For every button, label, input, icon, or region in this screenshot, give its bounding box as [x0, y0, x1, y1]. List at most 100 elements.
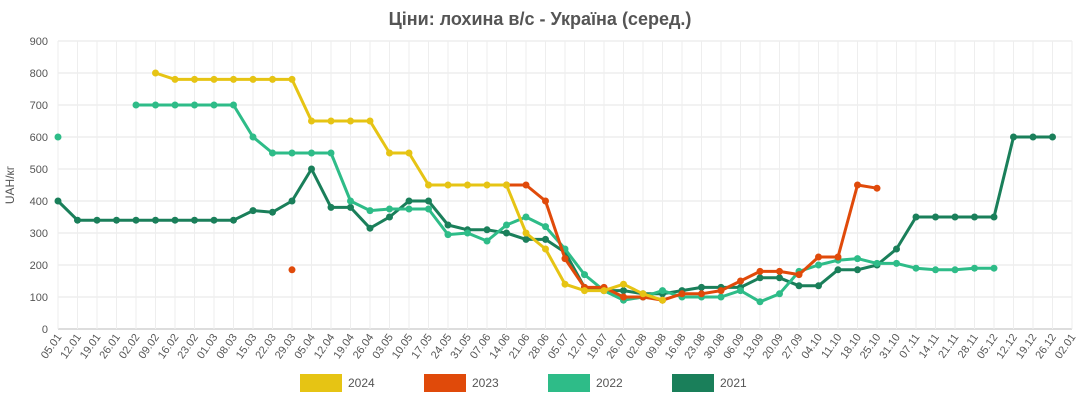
data-point-2024 [171, 75, 179, 83]
data-point-2022 [737, 287, 744, 295]
data-point-2021 [1010, 133, 1017, 141]
data-point-2024 [288, 75, 296, 83]
data-point-2022 [425, 205, 432, 213]
data-point-2022 [522, 213, 530, 221]
data-point-2021 [483, 226, 491, 234]
data-point-2022 [873, 259, 881, 267]
series-layer [54, 69, 1056, 306]
data-point-2021 [893, 245, 900, 253]
data-point-2024 [308, 117, 315, 125]
data-point-2021 [347, 203, 354, 211]
data-point-2024 [444, 181, 452, 189]
x-tick-label: 04.10 [799, 332, 825, 361]
data-point-2022 [54, 133, 62, 141]
y-tick-label: 400 [30, 196, 48, 208]
data-point-2022 [893, 259, 900, 267]
data-point-2021 [230, 216, 237, 224]
data-point-2022 [249, 133, 257, 141]
data-point-2022 [191, 101, 198, 109]
data-point-2021 [756, 274, 764, 282]
legend-item-2022[interactable]: 2022 [548, 374, 623, 392]
data-point-2023 [288, 266, 296, 274]
data-point-2024 [464, 181, 471, 189]
data-point-2021 [113, 216, 120, 224]
data-point-2021 [191, 216, 198, 224]
x-axis-ticks: 05.0112.0119.0126.0102.0209.0216.0223.02… [39, 332, 1079, 361]
data-point-2024 [483, 181, 491, 189]
data-point-2021 [776, 274, 783, 282]
y-tick-label: 100 [30, 292, 48, 304]
data-point-2024 [210, 75, 218, 83]
data-point-2021 [503, 229, 510, 237]
data-point-2024 [152, 69, 159, 77]
data-point-2024 [542, 245, 549, 253]
data-point-2022 [230, 101, 237, 109]
data-point-2021 [1049, 133, 1056, 141]
data-point-2021 [366, 224, 374, 232]
data-point-2022 [347, 197, 354, 205]
data-point-2022 [132, 101, 140, 109]
data-point-2021 [54, 197, 62, 205]
data-point-2024 [191, 75, 198, 83]
data-point-2021 [834, 266, 842, 274]
legend-label: 2022 [596, 376, 623, 390]
data-point-2022 [386, 205, 393, 213]
data-point-2021 [620, 287, 627, 295]
data-point-2024 [230, 75, 237, 83]
data-point-2024 [503, 181, 510, 189]
x-tick-label: 07.11 [897, 332, 922, 361]
data-point-2024 [581, 287, 588, 295]
data-point-2022 [464, 229, 471, 237]
data-point-2021 [327, 203, 335, 211]
legend-item-2023[interactable]: 2023 [424, 374, 499, 392]
data-point-2022 [210, 101, 218, 109]
data-point-2022 [327, 149, 335, 157]
data-point-2022 [288, 149, 296, 157]
data-point-2024 [405, 149, 413, 157]
legend-item-2024[interactable]: 2024 [300, 374, 375, 392]
data-point-2023 [717, 287, 725, 295]
data-point-2024 [639, 290, 647, 298]
y-tick-label: 300 [30, 228, 48, 240]
y-tick-label: 700 [30, 100, 48, 112]
data-point-2022 [815, 261, 822, 269]
data-point-2023 [561, 255, 569, 263]
x-tick-label: 02.01 [1053, 332, 1079, 361]
data-point-2022 [756, 298, 764, 306]
data-point-2021 [288, 197, 296, 205]
data-point-2022 [503, 221, 510, 229]
data-point-2024 [522, 229, 530, 237]
data-point-2024 [386, 149, 393, 157]
data-point-2021 [815, 282, 822, 290]
data-point-2022 [152, 101, 159, 109]
y-axis-label: UAH/кг [3, 165, 17, 204]
data-point-2024 [327, 117, 335, 125]
data-point-2023 [776, 267, 783, 275]
x-tick-label: 14.11 [917, 332, 942, 361]
data-point-2024 [347, 117, 354, 125]
data-point-2023 [815, 253, 822, 261]
data-point-2024 [659, 296, 666, 304]
legend-item-2021[interactable]: 2021 [672, 374, 747, 392]
data-point-2021 [971, 213, 978, 221]
data-point-2023 [737, 277, 744, 285]
data-point-2021 [171, 216, 179, 224]
data-point-2022 [932, 266, 939, 274]
data-point-2021 [542, 235, 549, 243]
data-point-2021 [522, 235, 530, 243]
series-line-2021 [56, 135, 1054, 296]
x-tick-label: 31.10 [877, 332, 903, 361]
data-point-2021 [854, 266, 861, 274]
data-point-2021 [912, 213, 920, 221]
series-2024 [152, 69, 666, 304]
data-point-2022 [366, 207, 374, 215]
data-point-2023 [834, 253, 842, 261]
data-point-2023 [542, 197, 549, 205]
data-point-2021 [152, 216, 159, 224]
data-point-2021 [210, 216, 218, 224]
data-point-2022 [990, 264, 998, 272]
chart-title: Ціни: лохина в/с - Україна (серед.) [389, 9, 692, 29]
data-point-2022 [444, 231, 452, 239]
legend[interactable]: 2024 2023 2022 2021 [300, 374, 747, 392]
